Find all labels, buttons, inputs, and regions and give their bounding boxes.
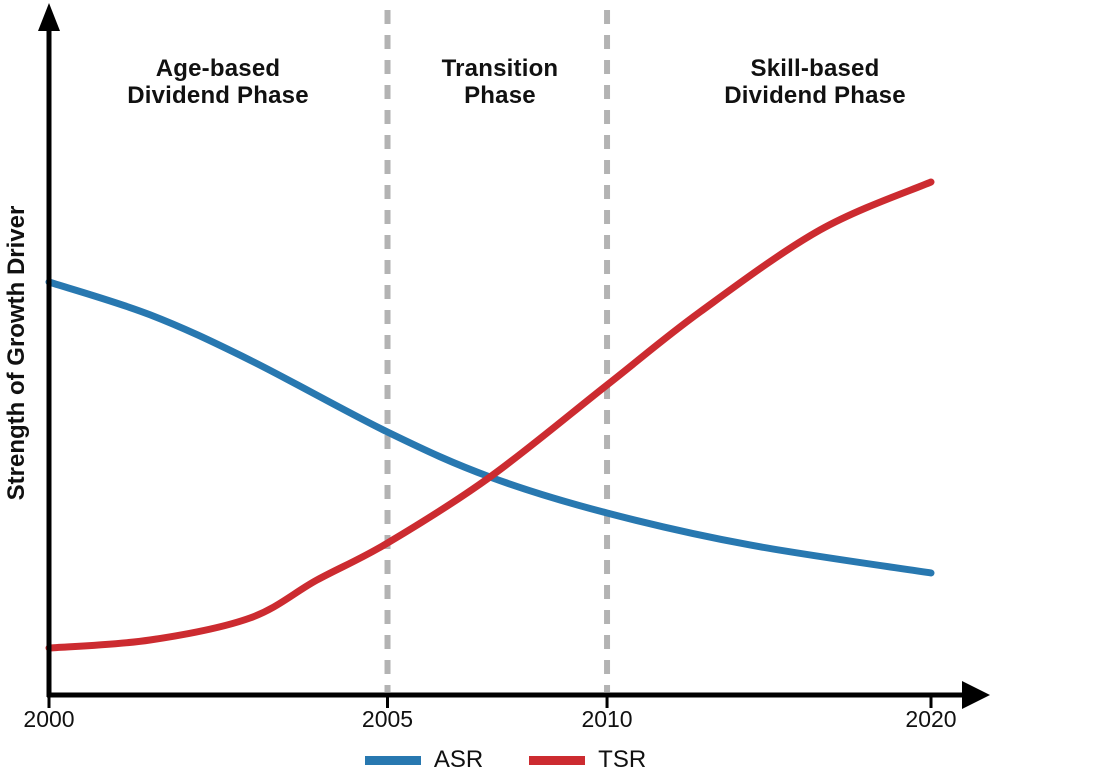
legend-swatch-tsr [529, 755, 586, 765]
phase-label-age-based: Age-based Dividend Phase [58, 55, 378, 109]
x-axis-arrowhead [962, 681, 990, 709]
phase-label-line2: Dividend Phase [127, 82, 309, 109]
tsr-curve [45, 178, 935, 652]
phase-label-transition: Transition Phase [340, 55, 660, 109]
legend-swatch-asr [364, 755, 421, 765]
phase-label-line1: Skill-based [750, 55, 880, 82]
x-tick-label-2020: 2020 [905, 706, 957, 732]
chart-legend: ASR TSR [0, 745, 1095, 775]
phase-label-skill-based: Skill-based Dividend Phase [655, 55, 975, 109]
asr-curve [45, 278, 935, 577]
legend-item-asr: ASR [364, 746, 484, 774]
x-tick-label-2010: 2010 [581, 706, 633, 732]
legend-label-asr: ASR [433, 746, 484, 773]
x-tick-label-2000: 2000 [23, 706, 75, 732]
y-axis-label: Strength of Growth Driver [3, 205, 30, 501]
phase-label-line2: Phase [464, 82, 536, 109]
phase-label-line2: Dividend Phase [724, 82, 906, 109]
legend-label-tsr: TSR [598, 746, 647, 773]
phase-label-line1: Transition [441, 55, 559, 82]
y-axis-arrowhead [38, 3, 60, 31]
x-tick-label-2005: 2005 [361, 706, 414, 732]
legend-item-tsr: TSR [529, 746, 646, 774]
phase-label-line1: Age-based [155, 55, 281, 82]
